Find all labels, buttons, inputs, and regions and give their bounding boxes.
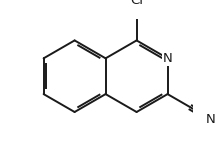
Text: Cl: Cl (130, 0, 143, 7)
Text: N: N (206, 113, 216, 126)
Text: N: N (163, 52, 172, 65)
